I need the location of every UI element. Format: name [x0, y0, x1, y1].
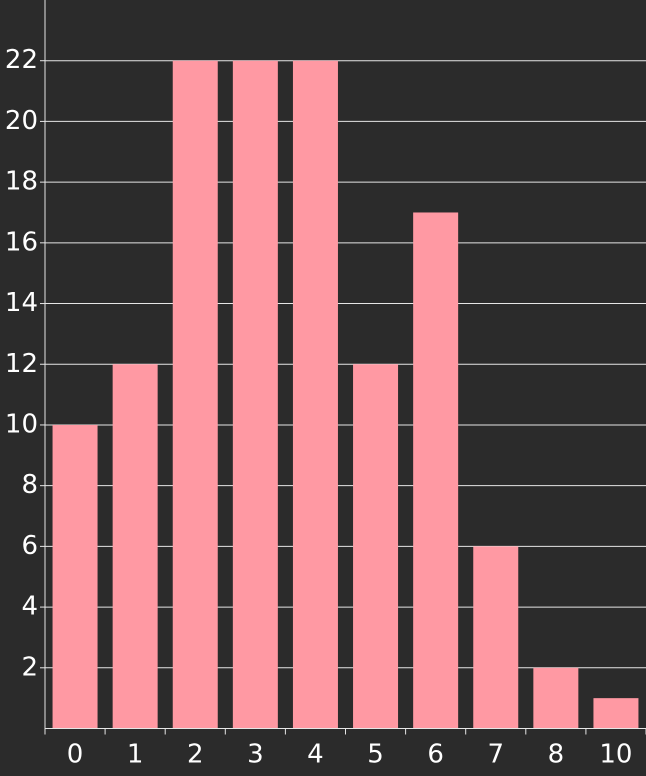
- y-tick-label: 22: [5, 45, 38, 75]
- x-tick-label: 4: [307, 740, 324, 770]
- bar: [232, 60, 278, 729]
- y-tick-label: 6: [21, 531, 38, 561]
- y-tick-label: 4: [21, 592, 38, 622]
- bar: [413, 212, 459, 729]
- bar: [172, 60, 218, 729]
- x-tick-label: 8: [548, 740, 565, 770]
- bar: [52, 424, 98, 729]
- y-tick-label: 12: [5, 349, 38, 379]
- y-tick-label: 18: [5, 167, 38, 197]
- x-tick-label: 1: [127, 740, 144, 770]
- x-tick-label: 7: [487, 740, 504, 770]
- bar: [292, 60, 338, 729]
- bar: [353, 364, 399, 729]
- y-tick-label: 8: [21, 470, 38, 500]
- x-tick-label: 0: [67, 740, 84, 770]
- x-tick-label: 2: [187, 740, 204, 770]
- y-tick-label: 10: [5, 409, 38, 439]
- bar: [473, 546, 519, 729]
- x-tick-label: 3: [247, 740, 264, 770]
- x-tick-label: 6: [427, 740, 444, 770]
- x-tick-label: 5: [367, 740, 384, 770]
- y-tick-label: 16: [5, 227, 38, 257]
- x-tick-label: 10: [599, 740, 632, 770]
- y-tick-label: 2: [21, 652, 38, 682]
- bar: [112, 364, 158, 729]
- y-tick-label: 20: [5, 106, 38, 136]
- y-tick-label: 14: [5, 288, 38, 318]
- bar: [593, 698, 639, 729]
- bar: [533, 667, 579, 729]
